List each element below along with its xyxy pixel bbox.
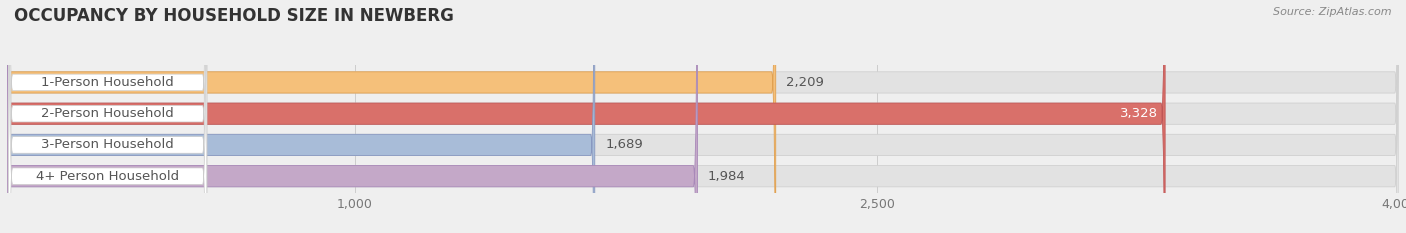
Text: 3-Person Household: 3-Person Household: [41, 138, 174, 151]
FancyBboxPatch shape: [8, 0, 207, 233]
FancyBboxPatch shape: [8, 0, 207, 233]
Text: 1,689: 1,689: [605, 138, 643, 151]
FancyBboxPatch shape: [7, 0, 1399, 233]
FancyBboxPatch shape: [7, 0, 595, 233]
Text: Source: ZipAtlas.com: Source: ZipAtlas.com: [1274, 7, 1392, 17]
FancyBboxPatch shape: [7, 0, 1399, 233]
FancyBboxPatch shape: [7, 0, 1166, 233]
FancyBboxPatch shape: [7, 0, 776, 233]
Text: 4+ Person Household: 4+ Person Household: [37, 170, 179, 183]
FancyBboxPatch shape: [7, 0, 697, 233]
FancyBboxPatch shape: [8, 0, 207, 233]
FancyBboxPatch shape: [7, 0, 1399, 233]
Text: 1,984: 1,984: [707, 170, 745, 183]
Text: 3,328: 3,328: [1121, 107, 1159, 120]
Text: 1-Person Household: 1-Person Household: [41, 76, 174, 89]
FancyBboxPatch shape: [7, 0, 1399, 233]
Text: 2-Person Household: 2-Person Household: [41, 107, 174, 120]
FancyBboxPatch shape: [8, 0, 207, 233]
Text: 2,209: 2,209: [786, 76, 824, 89]
Text: OCCUPANCY BY HOUSEHOLD SIZE IN NEWBERG: OCCUPANCY BY HOUSEHOLD SIZE IN NEWBERG: [14, 7, 454, 25]
